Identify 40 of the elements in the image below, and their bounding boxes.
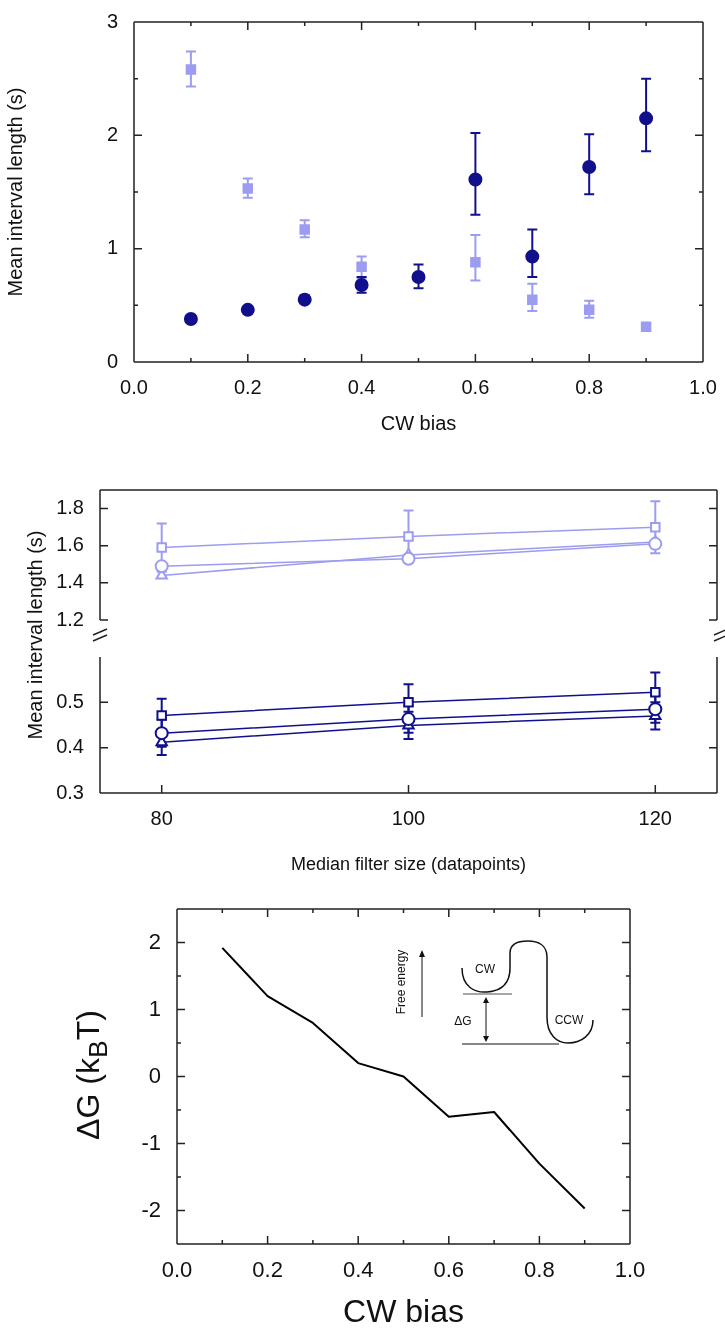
y-tick-label: 1.6 xyxy=(56,533,84,556)
x-axis-title: CW bias xyxy=(343,1292,464,1329)
x-tick-label: 0.6 xyxy=(461,375,490,398)
x-tick-label: 120 xyxy=(638,806,672,829)
x-tick-label: 0.8 xyxy=(575,375,604,398)
x-tick-label: 1.0 xyxy=(614,1257,646,1283)
annotation: CCW xyxy=(554,1013,584,1027)
y-tick-label: 0.5 xyxy=(56,689,84,712)
x-tick-label: 0.4 xyxy=(347,375,376,398)
annotation: CW xyxy=(475,962,496,976)
x-tick-label: 100 xyxy=(391,806,426,829)
x-tick-label: 0.0 xyxy=(161,1257,193,1283)
y-tick-label: 0 xyxy=(106,349,118,372)
y-tick-label: 0.3 xyxy=(56,780,84,803)
y-tick-label: -1 xyxy=(141,1129,161,1155)
y-axis-title: Mean interval length (s) xyxy=(23,530,47,740)
x-tick-label: 0.6 xyxy=(433,1257,465,1283)
y-tick-label: -2 xyxy=(141,1196,161,1222)
y-tick-label: 1.2 xyxy=(56,607,84,630)
x-tick-label: 0.2 xyxy=(233,375,262,398)
x-tick-label: 0.0 xyxy=(120,375,148,398)
y-tick-label: 0 xyxy=(148,1062,161,1088)
y-tick-label: 1 xyxy=(148,995,161,1021)
y-tick-label: 2 xyxy=(148,928,161,954)
y-tick-label: 1.4 xyxy=(56,570,84,593)
y-tick-label: 3 xyxy=(106,9,118,32)
x-tick-label: 0.4 xyxy=(342,1257,374,1283)
y-tick-label: 0.4 xyxy=(56,735,84,758)
y-tick-label: 2 xyxy=(106,122,118,145)
y-tick-label: 1.8 xyxy=(56,496,84,519)
y-axis-title: Mean interval length (s) xyxy=(3,87,26,297)
x-tick-label: 0.2 xyxy=(252,1257,283,1283)
x-tick-label: 1.0 xyxy=(689,375,717,398)
x-tick-label: 0.8 xyxy=(524,1257,555,1283)
x-axis-title: CW bias xyxy=(380,411,457,434)
annotation: ΔG xyxy=(454,1014,472,1028)
x-axis-title: Median filter size (datapoints) xyxy=(290,854,527,875)
x-tick-label: 80 xyxy=(150,806,173,829)
y-tick-label: 1 xyxy=(106,236,118,259)
annotation: Free energy xyxy=(394,949,408,1015)
